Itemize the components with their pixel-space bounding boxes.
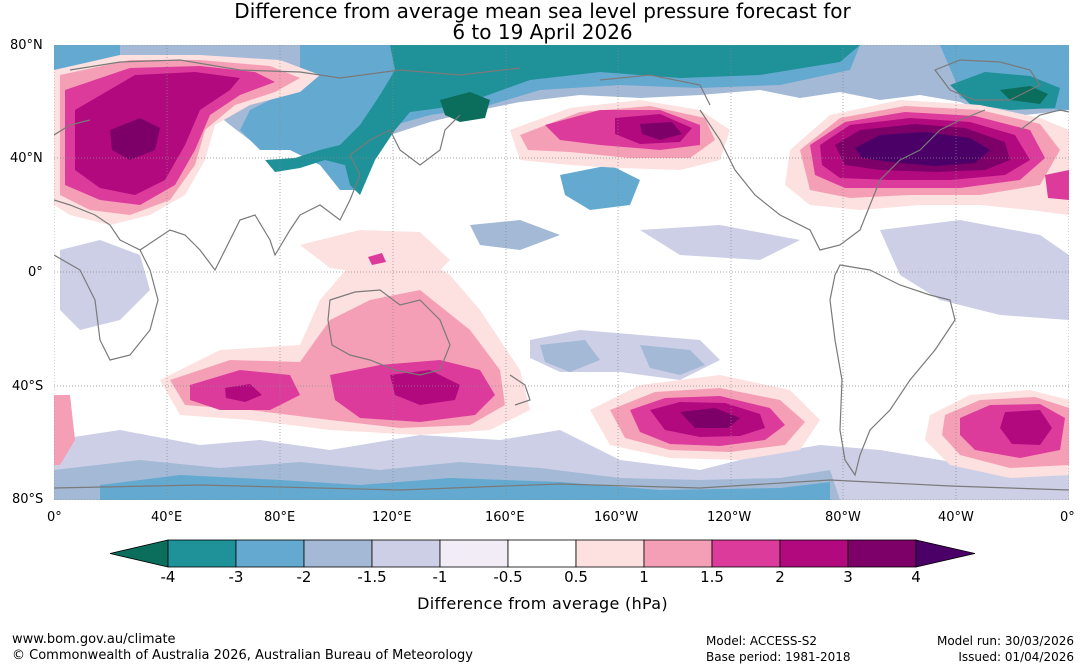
colorbar-tick: -0.5	[493, 568, 523, 586]
west-pacific-negative-band	[60, 240, 150, 330]
africa-coast	[54, 199, 159, 361]
colorbar-segment	[507, 539, 577, 568]
colorbar-tick: 0.5	[564, 568, 588, 586]
lon-label-120e: 120°E	[372, 510, 412, 525]
lon-label-120w: 120°W	[707, 510, 752, 525]
north-pacific-positive-4	[640, 122, 682, 140]
colorbar-tick: -3	[228, 568, 244, 586]
footer-copyright: © Commonwealth of Australia 2026, Austra…	[12, 648, 473, 663]
map-title-line-2: 6 to 19 April 2026	[452, 20, 633, 44]
europe-coast	[54, 109, 1069, 136]
colorbar-tick: -2	[296, 568, 312, 586]
colorbar-segment	[371, 539, 441, 568]
lon-label-0-east: 0°	[1060, 510, 1075, 525]
iberia-positive	[1045, 170, 1069, 200]
subtropical-pacific-negative	[470, 220, 560, 250]
footer-issued: Issued: 01/04/2026	[958, 650, 1074, 664]
indian-ocean-positive-west	[225, 384, 262, 402]
eurasia-positive-4	[110, 118, 160, 160]
lat-label-equator: 0°	[28, 265, 43, 280]
lon-label-160e: 160°E	[485, 510, 525, 525]
south-pacific-negative-core	[540, 340, 600, 372]
colorbar-tick: 4	[911, 568, 921, 586]
map-title-line-1: Difference from average mean sea level p…	[234, 0, 851, 23]
colorbar-tick: -1.5	[357, 568, 387, 586]
siberia-coast	[69, 59, 521, 79]
australia-coast	[327, 289, 451, 376]
lat-label-80n: 80°N	[10, 38, 43, 53]
colorbar-tick: 3	[843, 568, 853, 586]
colorbar	[109, 539, 976, 568]
footer-url: www.bom.gov.au/climate	[12, 632, 176, 647]
anomaly-field	[54, 45, 1069, 500]
colorbar-tick: 1	[639, 568, 649, 586]
north-america-coast	[699, 109, 986, 251]
colorbar-tick: -1	[432, 568, 448, 586]
colorbar-label: Difference from average (hPa)	[417, 594, 668, 613]
footer-model-run: Model run: 30/03/2026	[936, 634, 1074, 648]
colorbar-segment	[167, 539, 237, 568]
africa-west-positive	[54, 395, 75, 465]
new-zealand-coast	[509, 374, 531, 406]
colorbar-segment	[779, 539, 849, 568]
antarctica-coast	[54, 479, 1069, 491]
colorbar-segment	[575, 539, 645, 568]
subtropical-pacific-negative-2	[640, 225, 800, 260]
lon-label-160w: 160°W	[594, 510, 639, 525]
arctic-negative-strong	[265, 45, 860, 195]
lat-label-40n: 40°N	[10, 151, 43, 166]
arctic-negative-peak	[440, 92, 490, 122]
south-america-coast	[829, 264, 956, 477]
north-pacific-negative	[560, 165, 640, 210]
coastlines	[54, 59, 1069, 491]
indian-ocean-positive-4	[390, 370, 460, 405]
north-atlantic-positive-5	[855, 132, 990, 166]
colorbar-segment	[235, 539, 305, 568]
lon-label-80e: 80°E	[264, 510, 296, 525]
south-atlantic-positive-3	[1000, 410, 1052, 445]
indonesia-positive-spot	[368, 253, 386, 265]
lon-label-40w: 40°W	[938, 510, 974, 525]
south-pacific-negative-core-2	[640, 345, 705, 375]
lat-label-40s: 40°S	[12, 379, 44, 394]
colorbar-extend-high	[915, 539, 976, 568]
colorbar-segment	[439, 539, 509, 568]
lat-label-80s: 80°S	[12, 492, 44, 507]
alaska-coast	[599, 74, 711, 106]
arabia-india-coast	[139, 214, 301, 272]
greenland-coast	[934, 59, 1041, 101]
footer-model: Model: ACCESS-S2	[706, 634, 818, 648]
colorbar-tick: -4	[160, 568, 176, 586]
gridlines	[54, 45, 1069, 500]
colorbar-segment	[847, 539, 917, 568]
lon-label-40e: 40°E	[151, 510, 183, 525]
east-asia-coast	[299, 114, 461, 221]
colorbar-tick: 2	[775, 568, 785, 586]
lon-label-0-west: 0°	[47, 510, 62, 525]
south-pacific-positive-4	[680, 408, 740, 428]
colorbar-extend-low	[109, 539, 169, 568]
colorbar-tick: 1.5	[700, 568, 724, 586]
lon-label-80w: 80°W	[825, 510, 861, 525]
colorbar-segment	[643, 539, 713, 568]
colorbar-segment	[711, 539, 781, 568]
footer-base-period: Base period: 1981-2018	[706, 650, 851, 664]
tropical-atlantic-negative	[880, 220, 1069, 320]
colorbar-segment	[303, 539, 373, 568]
